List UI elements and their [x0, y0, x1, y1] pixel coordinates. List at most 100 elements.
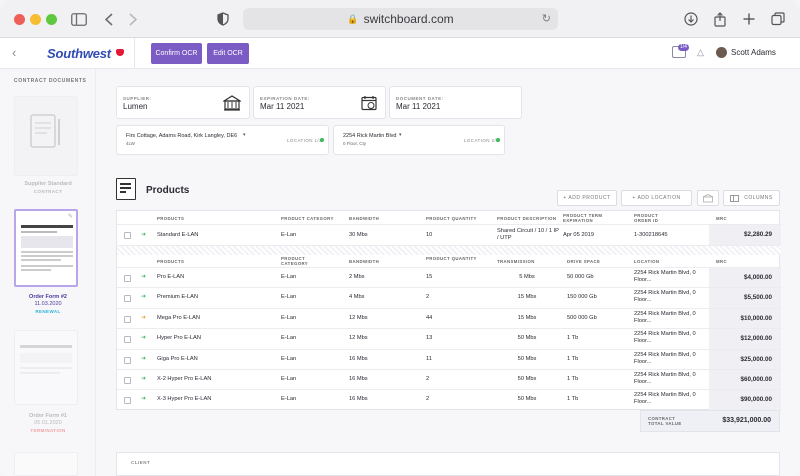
- cell-transmission: 15 Mbs: [517, 314, 537, 321]
- bell-icon[interactable]: △: [697, 47, 704, 57]
- back-chevron-icon[interactable]: ‹: [12, 45, 17, 60]
- table-row[interactable]: ➜ Premium E-LAN E-Lan 4 Mbs 2 15 Mbs 150 000 G…: [117, 287, 781, 309]
- doc-date: 11.03.2020: [34, 301, 62, 307]
- cell-category: E-Lan: [281, 396, 297, 403]
- cell-product: Pro E-LAN: [157, 274, 185, 280]
- cell-location: 2254 Rick Martin Blvd, 0 Floor...: [634, 331, 696, 345]
- doc-subtitle: RENEWAL: [35, 309, 61, 314]
- arrow-right-icon: ➜: [141, 376, 147, 382]
- col-header: PRODUCTS: [157, 259, 185, 264]
- privacy-shield-icon[interactable]: [216, 10, 230, 28]
- forward-icon[interactable]: [127, 10, 139, 28]
- table-row[interactable]: ➜ Mega Pro E-LAN E-Lan 12 Mbs 44 15 Mbs 500 00…: [117, 307, 781, 330]
- cell-transmission: 15 Mbs: [517, 294, 537, 301]
- pin-icon[interactable]: ✎: [67, 214, 73, 220]
- cell-bandwidth: 4 Mbs: [349, 294, 365, 301]
- col-header: TRANSMISSION: [497, 259, 535, 264]
- col-header: BANDWIDTH: [349, 216, 380, 221]
- table-row[interactable]: ➜ Standard E-LAN E-Lan 30 Mbs 10 Shared …: [117, 224, 781, 245]
- col-header: PRODUCT CATEGORY: [281, 256, 309, 266]
- col-header: PRODUCT DESCRIPTION: [497, 216, 557, 221]
- cell-mrc: $2,280.29: [709, 225, 781, 245]
- document-thumbnail-more[interactable]: [14, 452, 78, 476]
- minimize-window-button[interactable]: [30, 14, 41, 25]
- cell-quantity: 2: [426, 376, 430, 382]
- cell-product: Premium E-LAN: [157, 294, 199, 301]
- status-dot: [320, 138, 324, 142]
- row-checkbox[interactable]: [124, 315, 131, 323]
- new-tab-icon[interactable]: [741, 10, 757, 28]
- edit-ocr-button[interactable]: Edit OCR: [207, 43, 249, 64]
- reload-icon[interactable]: ↻: [541, 13, 551, 25]
- cell-product: X-3 Hyper Pro E-LAN: [157, 396, 212, 403]
- address-bar[interactable]: 🔒 switchboard.com ↻: [243, 8, 558, 30]
- document-thumbnail-order-form-2[interactable]: ✎: [14, 209, 78, 287]
- expiration-date-field[interactable]: EXPIRATION DATE: Mar 11 2021: [253, 86, 386, 119]
- col-header: PRODUCTS: [157, 216, 185, 221]
- add-location-button[interactable]: + ADD LOCATION: [621, 190, 692, 206]
- cell-quantity: 11: [426, 355, 432, 362]
- client-section: CLIENT: [116, 452, 780, 476]
- col-header: PRODUCT QUANTITY: [426, 256, 477, 261]
- supplier-field[interactable]: SUPPLIER: Lumen: [116, 86, 250, 119]
- cell-category: E-Lan: [281, 294, 297, 301]
- sidebar-toggle-icon[interactable]: [70, 10, 88, 28]
- share-icon[interactable]: [712, 10, 728, 28]
- products-icon: [116, 178, 136, 200]
- row-checkbox[interactable]: [124, 377, 131, 384]
- row-checkbox[interactable]: [124, 336, 131, 344]
- chevron-down-icon[interactable]: ▾: [243, 132, 246, 138]
- cell-order-id: 1-300218645: [634, 232, 668, 238]
- cell-mrc: $60,000.00: [709, 370, 781, 391]
- cell-quantity: 44: [426, 314, 433, 321]
- cell-product: Standard E-LAN: [157, 232, 199, 238]
- expiration-value: Mar 11 2021: [260, 102, 305, 111]
- arrow-right-icon: ➜: [141, 396, 147, 403]
- building-icon: [223, 95, 241, 111]
- row-checkbox[interactable]: [124, 295, 131, 303]
- cell-bandwidth: 16 Mbs: [349, 376, 368, 382]
- cell-category: E-Lan: [281, 274, 297, 280]
- document-thumbnail-contract[interactable]: [14, 96, 78, 176]
- document-thumbnail-order-form-1[interactable]: [14, 330, 78, 405]
- cell-mrc: $10,000.00: [709, 308, 781, 330]
- columns-button[interactable]: COLUMNS: [723, 190, 780, 206]
- add-product-button[interactable]: + ADD PRODUCT: [557, 190, 617, 206]
- avatar[interactable]: [716, 47, 727, 58]
- panel-title: CONTRACT DOCUMENTS: [14, 78, 87, 84]
- building-filter-button[interactable]: [697, 190, 719, 206]
- cell-bandwidth: 16 Mbs: [349, 355, 368, 362]
- cell-mrc: $12,000.00: [709, 329, 781, 350]
- confirm-ocr-button[interactable]: Confirm OCR: [151, 43, 202, 64]
- user-name[interactable]: Scott Adams: [731, 48, 776, 57]
- url-text: switchboard.com: [363, 12, 454, 26]
- cell-drive-space: 1 Tb: [567, 396, 579, 403]
- row-checkbox[interactable]: [124, 275, 131, 282]
- document-date-field[interactable]: DOCUMENT DATE: Mar 11 2021: [389, 86, 522, 119]
- table-row[interactable]: ➜ X-3 Hyper Pro E-LAN E-Lan 16 Mbs 2 50 Mbs 1 …: [117, 389, 781, 411]
- col-header: MRC: [716, 259, 727, 264]
- tab-overview-icon[interactable]: [770, 10, 786, 28]
- document-icon: [30, 114, 60, 148]
- close-window-button[interactable]: [14, 14, 25, 25]
- supplier-value: Lumen: [123, 102, 148, 111]
- downloads-icon[interactable]: [683, 10, 699, 28]
- maximize-window-button[interactable]: [46, 14, 57, 25]
- row-checkbox[interactable]: [124, 232, 131, 239]
- row-checkbox[interactable]: [124, 397, 131, 405]
- table-row[interactable]: ➜ X-2 Hyper Pro E-LAN E-Lan 16 Mbs 2 50 Mbs 1 …: [117, 369, 781, 391]
- cell-mrc: $90,000.00: [709, 390, 781, 411]
- total-value: $33,921,000.00: [722, 417, 771, 424]
- chevron-down-icon[interactable]: ▾: [399, 132, 402, 138]
- back-icon[interactable]: [103, 10, 115, 28]
- calendar-icon: [361, 96, 377, 111]
- location-1-card[interactable]: Firs Cottage, Adams Road, Kirk Langley, …: [116, 125, 329, 155]
- location-2-card[interactable]: 2254 Rick Martin Blvd ▾ 0 Floor, Cty LOC…: [333, 125, 505, 155]
- row-checkbox[interactable]: [124, 356, 131, 364]
- cell-description: Shared Circuit / 10 / 1 IP / UTP: [497, 228, 559, 241]
- table-row[interactable]: ➜ Hyper Pro E-LAN E-Lan 12 Mbs 13 50 Mbs 1 Tb 2…: [117, 328, 781, 350]
- table-row[interactable]: ➜ Pro E-LAN E-Lan 2 Mbs 15 5 Mbs 50 000 Gb 2254…: [117, 267, 781, 289]
- table-row[interactable]: ➜ Giga Pro E-LAN E-Lan 16 Mbs 11 50 Mbs 1 Tb 22…: [117, 348, 781, 370]
- cell-transmission: 50 Mbs: [517, 335, 537, 342]
